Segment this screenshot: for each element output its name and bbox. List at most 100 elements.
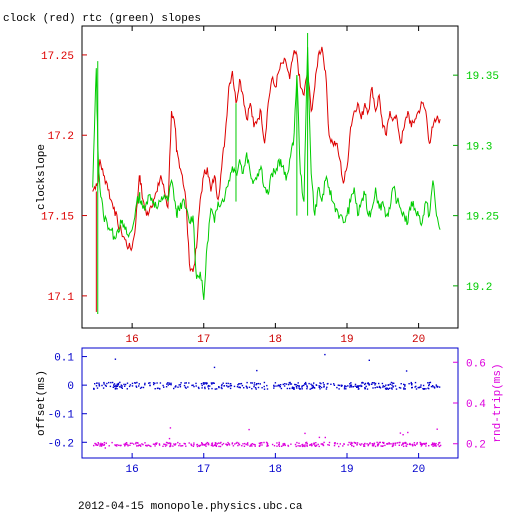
point-offset: [417, 386, 419, 389]
point-rnd-trip: [411, 443, 414, 446]
point-offset: [280, 387, 283, 390]
point-offset: [376, 386, 379, 388]
point-offset: [318, 386, 320, 388]
point-rnd-trip: [133, 443, 135, 445]
point-rnd-trip: [101, 443, 104, 445]
point-rnd-trip: [165, 441, 168, 444]
point-rnd-trip: [154, 443, 156, 445]
point-offset: [345, 385, 347, 388]
point-offset: [306, 388, 308, 390]
point-rnd-trip: [408, 443, 411, 446]
point-rnd-trip: [419, 443, 422, 445]
point-offset: [166, 382, 169, 384]
point-rnd-trip: [105, 442, 107, 444]
y-right-tick-label: 0.2: [466, 440, 486, 452]
point-offset: [188, 382, 190, 384]
chart-title: clock (red) rtc (green) slopes: [3, 13, 201, 25]
point-rnd-trip: [221, 444, 223, 446]
point-rnd-trip: [235, 442, 237, 444]
point-offset: [415, 385, 417, 388]
point-offset: [378, 385, 381, 388]
point-offset: [98, 385, 101, 387]
point-rnd-trip: [409, 442, 411, 445]
y-right-tick-label: 0.4: [466, 399, 486, 411]
point-rnd-trip: [266, 444, 269, 446]
point-rnd-trip: [295, 445, 297, 448]
point-offset: [306, 385, 308, 387]
point-offset: [117, 384, 119, 386]
point-rnd-trip: [196, 443, 199, 446]
point-rnd-trip: [328, 441, 331, 444]
point-offset: [357, 385, 359, 387]
point-rnd-trip: [172, 445, 174, 447]
point-rnd-trip: [118, 444, 120, 446]
point-offset: [287, 383, 290, 386]
point-offset: [322, 382, 324, 384]
footer-text: 2012-04-15 monopole.physics.ubc.ca: [78, 501, 303, 512]
point-rnd-trip: [231, 442, 234, 444]
point-rnd-trip: [237, 444, 239, 447]
point-rnd-trip: [193, 444, 195, 446]
point-rnd-trip: [104, 447, 106, 449]
point-offset: [207, 384, 210, 387]
point-offset: [204, 382, 206, 384]
point-offset: [211, 387, 213, 390]
point-rnd-trip: [226, 444, 228, 447]
point-rnd-trip: [114, 444, 117, 447]
point-offset: [391, 382, 394, 384]
point-rnd-trip: [166, 442, 169, 444]
point-offset: [304, 383, 306, 385]
point-offset: [312, 384, 314, 386]
point-offset: [381, 382, 384, 385]
point-rnd-trip: [314, 445, 317, 447]
point-rnd-trip: [402, 434, 404, 436]
point-offset: [422, 384, 425, 387]
point-rnd-trip: [214, 442, 217, 444]
point-offset: [263, 385, 265, 388]
point-offset: [253, 386, 255, 388]
point-rnd-trip: [170, 442, 172, 445]
point-offset: [356, 385, 358, 387]
point-rnd-trip: [211, 444, 213, 447]
point-offset: [175, 385, 177, 387]
point-rnd-trip: [287, 445, 290, 447]
point-offset: [324, 353, 326, 356]
point-rnd-trip: [155, 442, 157, 445]
point-rnd-trip: [211, 442, 214, 444]
point-rnd-trip: [406, 443, 408, 445]
point-rnd-trip: [350, 441, 352, 444]
point-rnd-trip: [141, 443, 143, 445]
point-offset: [311, 385, 313, 387]
point-offset: [349, 384, 352, 387]
point-offset: [241, 384, 244, 387]
point-offset: [313, 382, 315, 384]
point-rnd-trip: [276, 442, 278, 444]
point-rnd-trip: [173, 443, 175, 445]
point-offset: [229, 385, 232, 387]
point-rnd-trip: [383, 441, 385, 444]
point-rnd-trip: [169, 427, 172, 429]
point-rnd-trip: [156, 442, 158, 444]
point-rnd-trip: [166, 444, 168, 446]
point-offset: [403, 387, 405, 389]
point-offset: [222, 382, 224, 384]
point-offset: [364, 382, 367, 385]
point-offset: [309, 388, 311, 390]
point-rnd-trip: [435, 442, 437, 445]
point-offset: [347, 385, 349, 387]
point-offset: [433, 386, 436, 388]
point-rnd-trip: [140, 445, 142, 447]
point-offset: [169, 383, 171, 385]
point-rnd-trip: [421, 444, 423, 446]
point-offset: [195, 385, 197, 387]
point-rnd-trip: [263, 441, 265, 444]
point-offset: [114, 385, 117, 387]
point-offset: [367, 382, 369, 384]
x-tick-label: 18: [269, 334, 282, 346]
point-rnd-trip: [103, 444, 105, 446]
point-offset: [156, 382, 158, 384]
point-rnd-trip: [193, 442, 195, 444]
point-offset: [184, 386, 187, 388]
point-rnd-trip: [129, 442, 132, 444]
point-offset: [183, 384, 186, 387]
